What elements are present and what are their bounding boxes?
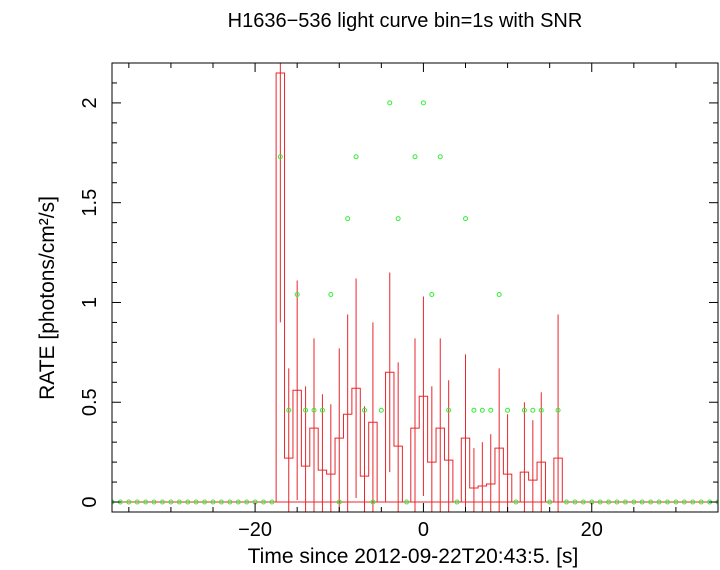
snr-point bbox=[168, 499, 174, 505]
snr-point bbox=[261, 499, 266, 505]
snr-point bbox=[176, 499, 182, 505]
snr-point bbox=[160, 499, 165, 505]
snr-point bbox=[420, 100, 426, 106]
snr-point bbox=[639, 499, 645, 505]
snr-point bbox=[378, 407, 384, 413]
snr-point bbox=[387, 100, 393, 106]
y-tick-label: 0.5 bbox=[79, 388, 101, 416]
snr-point bbox=[555, 407, 561, 413]
x-axis-label: Time since 2012-09-22T20:43:5. [s] bbox=[248, 545, 579, 568]
snr-point bbox=[303, 407, 309, 413]
snr-point bbox=[454, 499, 460, 505]
snr-point bbox=[597, 499, 603, 505]
x-tick-label: 0 bbox=[418, 519, 429, 541]
snr-point bbox=[185, 499, 191, 505]
snr-point bbox=[614, 499, 620, 505]
plot-frame bbox=[111, 62, 719, 513]
snr-point bbox=[564, 499, 569, 505]
snr-point bbox=[690, 499, 696, 505]
snr-point bbox=[210, 499, 216, 505]
snr-point bbox=[505, 407, 511, 413]
x-tick-label: −20 bbox=[238, 519, 272, 541]
snr-point bbox=[547, 499, 553, 505]
snr-point bbox=[404, 499, 410, 505]
snr-point bbox=[202, 499, 208, 505]
y-tick-label: 2 bbox=[79, 97, 101, 108]
snr-point bbox=[235, 499, 241, 505]
snr-point bbox=[345, 216, 351, 222]
snr-point bbox=[665, 499, 670, 505]
snr-point bbox=[328, 291, 334, 297]
snr-point bbox=[193, 499, 199, 505]
snr-point bbox=[395, 216, 401, 222]
plot-area: −20 0 20 0 0.5 1 1.5 2 bbox=[79, 62, 719, 541]
snr-point bbox=[572, 499, 578, 505]
snr-point bbox=[463, 216, 468, 222]
chart-title: H1636−536 light curve bin=1s with SNR bbox=[228, 10, 583, 32]
snr-point bbox=[126, 499, 132, 505]
snr-point bbox=[227, 499, 233, 505]
snr-point bbox=[151, 499, 157, 505]
snr-point bbox=[429, 291, 435, 297]
snr-point bbox=[530, 407, 536, 413]
snr-point bbox=[631, 499, 637, 505]
snr-point bbox=[488, 407, 494, 413]
snr-point bbox=[673, 499, 679, 505]
snr-point bbox=[134, 499, 140, 505]
snr-point bbox=[370, 499, 376, 505]
y-tick-label: 1 bbox=[79, 297, 101, 308]
snr-point bbox=[698, 499, 704, 505]
snr-point bbox=[606, 499, 612, 505]
snr-point bbox=[580, 499, 586, 505]
snr-point bbox=[496, 291, 502, 297]
snr-point bbox=[277, 154, 283, 160]
snr-point bbox=[622, 499, 628, 505]
snr-point bbox=[353, 154, 359, 160]
snr-point bbox=[286, 407, 292, 413]
y-tick-label: 0 bbox=[79, 496, 101, 507]
snr-point bbox=[244, 499, 250, 505]
snr-point bbox=[311, 407, 317, 413]
snr-point bbox=[412, 154, 418, 160]
y-axis-label: RATE [photons/cm²/s] bbox=[36, 196, 59, 400]
snr-point bbox=[446, 407, 452, 413]
snr-point bbox=[319, 407, 325, 413]
snr-point bbox=[336, 499, 342, 505]
data-layer bbox=[112, 63, 718, 512]
snr-point bbox=[656, 499, 662, 505]
snr-point bbox=[513, 499, 519, 505]
x-tick-label: 20 bbox=[581, 519, 603, 541]
snr-point bbox=[538, 407, 544, 413]
snr-point bbox=[471, 407, 477, 413]
snr-point bbox=[437, 154, 443, 160]
snr-point bbox=[648, 499, 654, 505]
snr-point bbox=[294, 291, 300, 297]
snr-point bbox=[218, 499, 224, 505]
snr-point bbox=[362, 407, 367, 413]
snr-point bbox=[143, 499, 149, 505]
y-tick-label: 1.5 bbox=[79, 189, 101, 217]
snr-point bbox=[269, 499, 275, 505]
snr-point bbox=[479, 407, 485, 413]
snr-point bbox=[681, 499, 687, 505]
snr-point bbox=[521, 407, 527, 413]
